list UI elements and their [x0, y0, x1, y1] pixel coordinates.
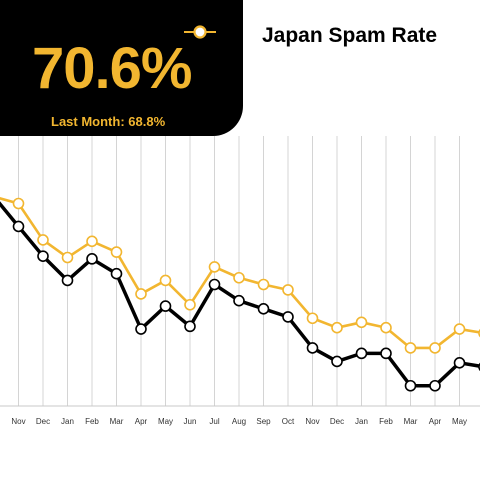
data-point-series-1 — [429, 342, 441, 354]
data-point-series-2 — [110, 267, 123, 280]
x-tick-label: Mar — [404, 417, 418, 426]
data-point-series-1 — [331, 321, 343, 334]
data-point-series-2 — [331, 355, 343, 368]
x-tick-label: Apr — [135, 417, 148, 426]
x-tick-label: Sep — [256, 417, 271, 426]
data-point-series-1 — [159, 274, 172, 287]
data-point-series-2 — [233, 294, 245, 307]
x-tick-label: Feb — [379, 417, 393, 426]
data-point-series-1 — [110, 246, 123, 258]
data-point-series-1 — [208, 261, 221, 273]
data-point-series-1 — [404, 342, 417, 354]
data-point-series-1 — [233, 271, 245, 284]
data-point-series-1 — [135, 288, 147, 300]
data-point-series-1 — [12, 197, 25, 210]
data-point-series-1 — [184, 298, 196, 311]
line-marker-icon — [184, 25, 216, 39]
x-tick-label: Jul — [209, 417, 219, 426]
data-point-series-2 — [184, 320, 196, 333]
current-rate-panel: 70.6% Last Month: 68.8% — [0, 0, 243, 136]
data-point-series-1 — [86, 235, 98, 248]
last-month-rate: Last Month: 68.8% — [51, 114, 166, 129]
data-point-series-1 — [453, 323, 466, 335]
spam-rate-chart: Nov Dec Jan Feb Mar Apr May Jun Jul Aug Sep Oct Nov D… — [0, 136, 480, 426]
data-point-series-2 — [12, 220, 25, 233]
x-tick-label: Jan — [355, 417, 368, 426]
x-tick-label: Jan — [61, 417, 74, 426]
data-point-series-1 — [282, 284, 294, 296]
data-point-series-2 — [135, 323, 147, 335]
data-point-series-2 — [453, 357, 466, 369]
data-point-series-2 — [429, 379, 441, 392]
data-point-series-2 — [257, 303, 270, 315]
data-point-series-1 — [37, 234, 49, 246]
x-tick-label: Feb — [85, 417, 99, 426]
data-point-series-2 — [61, 274, 74, 287]
chart-title: Japan Spam Rate — [262, 24, 438, 47]
data-point-series-1 — [61, 251, 74, 264]
data-point-series-1 — [257, 278, 270, 291]
data-point-series-2 — [86, 253, 98, 265]
x-tick-label: Dec — [36, 417, 50, 426]
data-point-series-2 — [306, 342, 319, 354]
data-point-series-1 — [380, 321, 392, 334]
x-tick-label: Oct — [282, 417, 295, 426]
data-point-series-2 — [380, 347, 392, 360]
data-point-series-1 — [355, 316, 368, 329]
x-tick-label: Jun — [184, 417, 197, 426]
x-tick-label: May — [158, 417, 173, 426]
x-tick-label: May — [452, 417, 467, 426]
series-line-2 — [0, 201, 480, 388]
data-point-series-2 — [355, 347, 368, 360]
x-tick-label: Nov — [305, 417, 319, 426]
current-rate-value: 70.6% — [32, 36, 192, 101]
data-point-series-2 — [404, 379, 417, 392]
x-tick-label: Aug — [232, 417, 246, 426]
x-tick-label: Apr — [429, 417, 442, 426]
data-point-series-2 — [159, 300, 172, 312]
x-tick-label: Nov — [11, 417, 25, 426]
data-point-series-1 — [306, 312, 319, 325]
x-tick-label: Mar — [110, 417, 124, 426]
data-point-series-2 — [282, 311, 294, 323]
x-tick-label: Dec — [330, 417, 344, 426]
data-point-series-2 — [37, 250, 49, 262]
data-point-series-2 — [208, 278, 221, 291]
